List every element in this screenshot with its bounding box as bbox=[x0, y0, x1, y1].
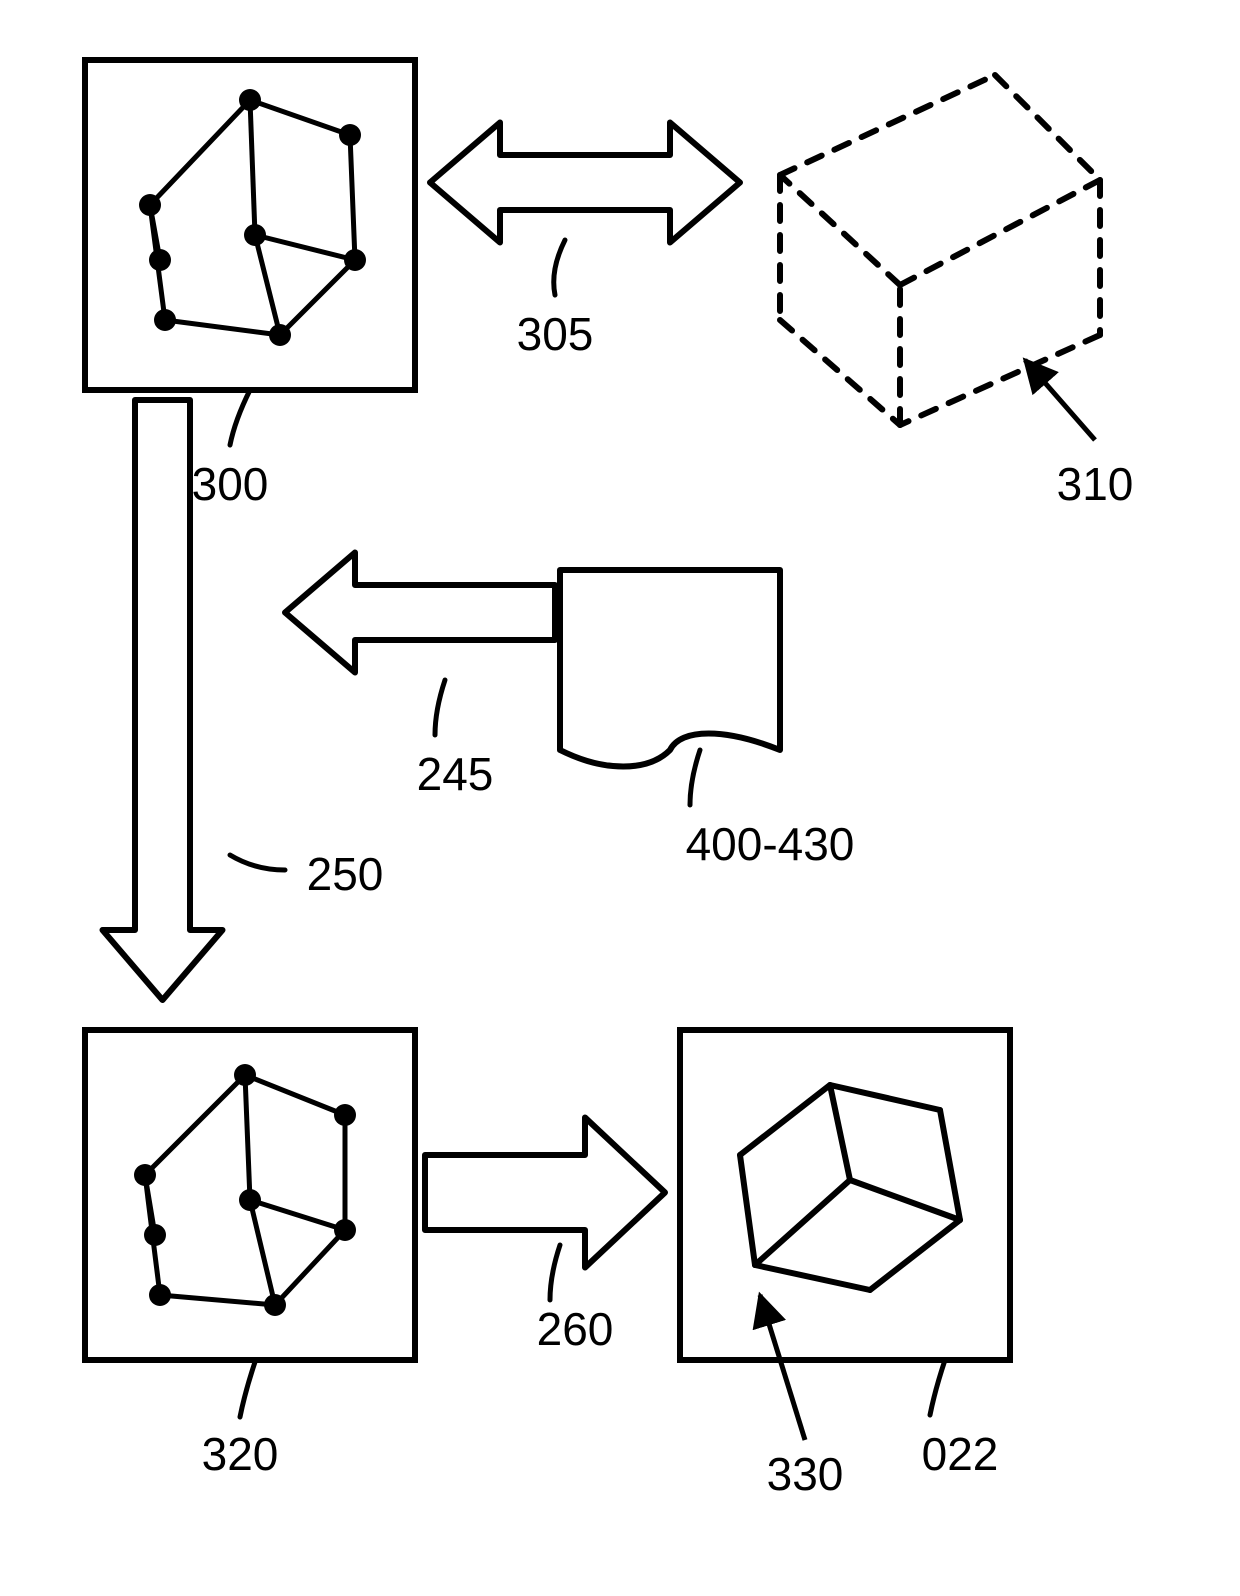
label-l400: 400-430 bbox=[686, 818, 855, 870]
leader-l260 bbox=[550, 1245, 560, 1300]
leader-l250 bbox=[230, 855, 285, 870]
label-l310: 310 bbox=[1057, 458, 1134, 510]
leader-l320 bbox=[240, 1362, 255, 1417]
leader-l245 bbox=[435, 680, 445, 735]
label-l320: 320 bbox=[202, 1428, 279, 1480]
label-l305: 305 bbox=[517, 308, 594, 360]
leader-l300 bbox=[230, 390, 250, 445]
leader-l305 bbox=[554, 240, 565, 295]
label-l330: 330 bbox=[767, 1448, 844, 1500]
label-l260: 260 bbox=[537, 1303, 614, 1355]
document-icon bbox=[560, 570, 780, 767]
leader-l400 bbox=[690, 750, 700, 805]
label-l300: 300 bbox=[192, 458, 269, 510]
label-l245: 245 bbox=[417, 748, 494, 800]
label-l022: 022 bbox=[922, 1428, 999, 1480]
pointer-310 bbox=[1025, 360, 1095, 440]
leader-l022 bbox=[930, 1360, 945, 1415]
label-l250: 250 bbox=[307, 848, 384, 900]
arrow-245 bbox=[285, 553, 555, 673]
arrow-260 bbox=[425, 1118, 665, 1268]
arrow-305 bbox=[430, 123, 740, 243]
cube-310 bbox=[780, 75, 1100, 425]
box-022 bbox=[680, 1030, 1010, 1360]
